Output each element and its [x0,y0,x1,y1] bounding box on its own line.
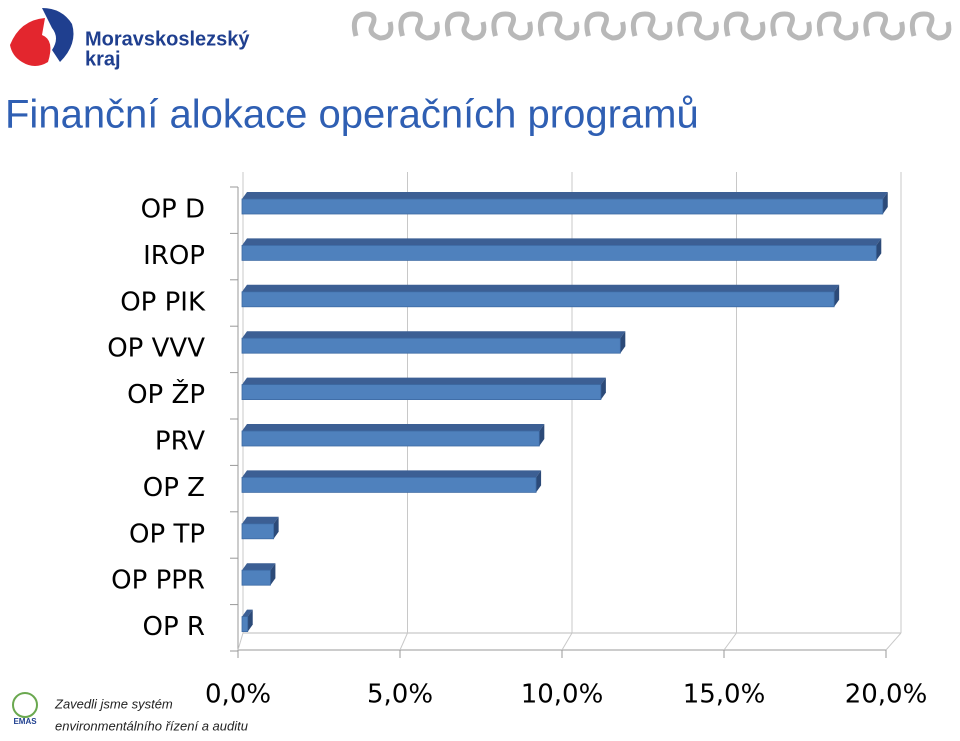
grid-line [237,632,244,651]
bar [241,563,276,586]
swirl [398,11,440,41]
bar [241,238,882,261]
y-tick-label: PRV [155,427,205,457]
bar-top [242,424,545,431]
bar-front [241,244,877,261]
bar-side [270,563,276,586]
bar-top [242,470,542,478]
y-tick-label: OP ŽP [127,378,205,410]
swirl [723,11,766,41]
bar-side [273,516,279,539]
x-tick-label: 15,0% [683,680,766,710]
bar [241,470,542,493]
swirl [584,11,626,41]
bar [241,377,606,401]
bar-top [242,238,882,246]
bar [241,516,279,540]
decor-pattern [351,11,952,41]
bar-top [242,192,888,199]
bar-top [242,331,626,339]
footer: EMAS Zavedli jsme systém environmentální… [12,692,248,733]
bar-front [241,291,835,308]
swirl [444,11,487,41]
swirl [630,11,673,41]
bar-side [539,424,545,446]
swirl [863,11,905,41]
y-tick-label: OP PIK [120,287,206,317]
bar-top [242,377,606,385]
grid-line [561,632,573,651]
bar-front [241,337,621,354]
bar-top [242,563,276,571]
footer-line: environmentálního řízení a auditu [55,718,248,733]
swirl [909,11,952,41]
swirl [491,11,533,41]
bar-front [241,476,537,493]
bar [241,192,888,215]
logo: Moravskoslezský kraj [10,8,250,70]
x-tick-label: 5,0% [367,680,433,710]
x-tick-label: 10,0% [521,680,604,710]
bar-front [241,430,540,447]
swirl [351,11,394,41]
grid-line [399,632,408,651]
x-tick-label: 20,0% [845,680,928,710]
x-tick-label: 0,0% [205,680,271,710]
bar-front [241,523,275,540]
chart-title: Finanční alokace operačních programů [5,93,699,137]
bar-top [242,609,253,617]
y-tick-label: OP VVV [107,334,205,364]
y-tick-label: OP TP [129,519,205,549]
logo-subtext: kraj [85,48,121,70]
y-tick-label: OP D [141,195,205,225]
bar-side [536,470,542,493]
bar-side [600,377,606,400]
bar-side [882,192,888,214]
y-tick-label: IROP [143,241,205,271]
bar-top [242,284,840,292]
bar-side [247,609,253,632]
y-tick-label: OP PPR [111,566,205,596]
swirl [816,11,859,41]
emas-badge: EMAS [13,717,37,726]
chart: 0,0% 5,0% 10,0% 15,0% 20,0% OP D IROP OP PIK OP … [107,172,927,710]
bar-front [241,569,271,586]
swirl [677,11,719,41]
y-tick-label: OP R [143,612,205,642]
footer-line: Zavedli jsme systém [54,696,173,711]
grid-line [723,632,737,651]
bar [241,424,545,447]
logo-text: Moravskoslezský [85,28,250,50]
y-tick-label: OP Z [143,473,205,503]
bar-top [242,516,279,524]
bar-side [620,331,626,354]
swirl [770,11,812,41]
bar [241,284,840,308]
bar-front [241,198,884,215]
bar [241,609,253,632]
bar-front [241,616,249,632]
bar-side [834,284,840,307]
bar [241,331,626,354]
bar-front [241,384,602,401]
bar-side [876,238,882,261]
swirl [537,11,580,41]
grid-line [885,632,902,651]
